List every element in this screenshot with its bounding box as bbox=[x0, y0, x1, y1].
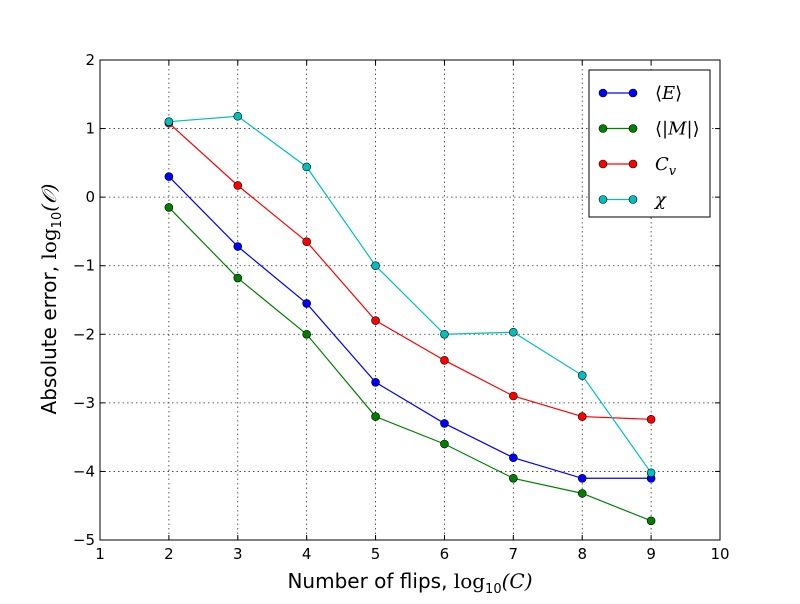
data-point bbox=[577, 473, 587, 483]
series-layer bbox=[164, 111, 656, 526]
data-point bbox=[371, 377, 380, 387]
series-line bbox=[168, 207, 652, 522]
y-tick-label: −4 bbox=[73, 462, 95, 480]
plot-frame bbox=[99, 59, 721, 541]
data-point bbox=[509, 473, 518, 483]
x-axis-tick-labels: 1 2 3 4 5 6 7 8 9 10 bbox=[95, 545, 729, 563]
data-point bbox=[164, 203, 174, 212]
data-point bbox=[646, 415, 656, 424]
x-tick-label: 3 bbox=[233, 545, 243, 563]
y-axis-label-text: Absolute error, bbox=[37, 260, 61, 415]
legend-label: ⟨E⟩ bbox=[655, 83, 682, 104]
data-point bbox=[440, 439, 449, 449]
legend-label: ⟨|M|⟩ bbox=[655, 119, 700, 140]
y-tick-label: −5 bbox=[73, 531, 95, 549]
y-axis-tick-labels: −5 −4 −3 −2 −1 0 1 2 bbox=[73, 51, 95, 549]
data-point bbox=[233, 181, 243, 190]
series-2 bbox=[164, 118, 656, 424]
x-tick-label: 1 bbox=[95, 545, 105, 563]
data-point bbox=[302, 162, 311, 172]
legend-marker bbox=[598, 195, 608, 204]
y-tick-label: 0 bbox=[85, 188, 95, 206]
legend-item: χ bbox=[598, 190, 667, 211]
series-line bbox=[168, 176, 652, 479]
y-axis-label-sub: 10 bbox=[50, 212, 65, 229]
data-point bbox=[440, 356, 449, 365]
data-point bbox=[233, 242, 243, 251]
x-tick-label: 9 bbox=[646, 545, 656, 563]
x-axis-label-arg: (C) bbox=[502, 569, 533, 593]
legend-box bbox=[588, 69, 711, 218]
x-tick-label: 5 bbox=[371, 545, 381, 563]
data-point bbox=[302, 237, 311, 247]
series-line bbox=[168, 122, 652, 420]
legend-marker bbox=[628, 124, 638, 133]
data-point bbox=[577, 371, 587, 380]
data-point bbox=[440, 419, 449, 428]
data-point bbox=[371, 316, 380, 325]
series-1 bbox=[164, 203, 656, 526]
x-tick-label: 8 bbox=[577, 545, 587, 563]
data-point bbox=[302, 329, 311, 339]
legend-marker bbox=[598, 88, 608, 98]
data-point bbox=[164, 172, 174, 181]
data-point bbox=[371, 412, 380, 421]
x-tick-label: 4 bbox=[302, 545, 312, 563]
data-point bbox=[509, 391, 518, 401]
legend-marker bbox=[628, 88, 638, 98]
x-axis-label: Number of flips, log10(C) bbox=[287, 569, 532, 597]
legend-marker bbox=[598, 124, 608, 133]
x-axis-label-log: log bbox=[454, 569, 485, 593]
y-tick-label: −2 bbox=[73, 325, 95, 343]
data-point bbox=[164, 117, 174, 127]
legend-marker bbox=[628, 159, 638, 169]
legend-label: Cv bbox=[655, 154, 677, 179]
data-point bbox=[509, 453, 518, 463]
y-axis-label-log: log bbox=[37, 228, 61, 259]
y-tick-label: 1 bbox=[85, 120, 95, 138]
x-tick-label: 10 bbox=[710, 545, 729, 563]
legend: ⟨E⟩ ⟨|M|⟩ Cv χ bbox=[588, 69, 711, 218]
data-point bbox=[302, 299, 311, 308]
data-point bbox=[371, 261, 380, 271]
data-point bbox=[509, 327, 518, 337]
legend-item: ⟨E⟩ bbox=[598, 83, 682, 104]
x-axis-label-sub: 10 bbox=[485, 582, 502, 597]
data-point bbox=[577, 489, 587, 498]
data-point bbox=[233, 111, 243, 121]
data-point bbox=[577, 412, 587, 421]
data-point bbox=[233, 273, 243, 283]
series-3 bbox=[164, 111, 656, 478]
series-line bbox=[168, 115, 652, 474]
data-point bbox=[646, 468, 656, 478]
x-tick-label: 7 bbox=[509, 545, 519, 563]
y-axis-label-arg: (𝒪) bbox=[37, 184, 61, 212]
y-tick-label: −1 bbox=[73, 257, 95, 275]
legend-item: ⟨|M|⟩ bbox=[598, 119, 700, 140]
legend-marker bbox=[598, 159, 608, 169]
legend-marker bbox=[628, 195, 638, 204]
x-tick-label: 6 bbox=[440, 545, 450, 563]
data-point bbox=[646, 516, 656, 526]
y-tick-label: 2 bbox=[85, 51, 95, 69]
ticks bbox=[99, 59, 721, 541]
data-point bbox=[440, 329, 449, 339]
legend-item: Cv bbox=[598, 154, 677, 179]
legend-label: χ bbox=[653, 190, 667, 211]
x-axis-label-text: Number of flips, bbox=[287, 569, 453, 593]
y-tick-label: −3 bbox=[73, 394, 95, 412]
y-axis-label: Absolute error, log10(𝒪) bbox=[37, 184, 65, 415]
x-tick-label: 2 bbox=[164, 545, 174, 563]
